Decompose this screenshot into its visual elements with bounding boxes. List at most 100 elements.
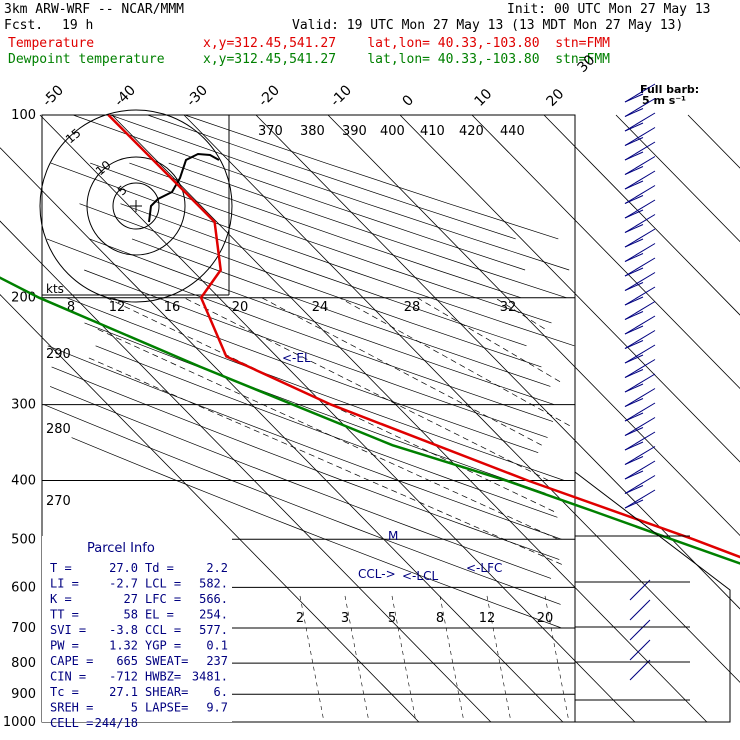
- wind-barb: [624, 127, 656, 146]
- parcel-annotation: CCL->: [358, 567, 396, 581]
- hodograph-ring: [112, 182, 160, 230]
- dry-adiabat-line: [110, 114, 570, 271]
- wind-barb: [624, 431, 656, 451]
- wind-barb: [624, 417, 656, 436]
- dry-adiabat-line: [47, 345, 562, 540]
- wind-barb: [624, 485, 644, 494]
- parcel-annotation: <-EL: [282, 351, 311, 365]
- barb-legend-units: 5 m s⁻¹: [642, 94, 686, 107]
- wind-barb: [624, 151, 644, 161]
- parcel-info-value: 244/18: [95, 716, 138, 730]
- hodograph-axis-label: 12: [109, 300, 126, 315]
- hodograph-ring: [86, 156, 186, 256]
- wind-barb: [624, 301, 656, 320]
- parcel-info-title: Parcel Info: [87, 541, 155, 556]
- hodograph-ring: [39, 109, 233, 303]
- dry-adiabat-line: [147, 114, 516, 240]
- valid-time: Valid: 19 UTC Mon 27 May 13 (13 MDT Mon …: [292, 18, 684, 33]
- parcel-info-label: LI =: [50, 577, 79, 591]
- mixing-ratio-line: [299, 595, 325, 723]
- parcel-annotation: <-LCL: [402, 569, 438, 583]
- wind-barb: [624, 383, 644, 393]
- legend-temperature-info: x,y=312.45,541.27 lat,lon= 40.33,-103.80…: [203, 36, 610, 51]
- barb-legend-title: Full barb:: [640, 83, 699, 96]
- wind-barb: [624, 388, 656, 407]
- temperature-profile-line: [107, 114, 740, 559]
- isotherm-tick-label: -50: [40, 82, 67, 109]
- moist-adiabat-line: [183, 297, 549, 481]
- pressure-tick-label: 200: [11, 291, 36, 306]
- parcel-info-label: SREH =: [50, 701, 93, 715]
- hodograph-axis-label: 24: [312, 300, 329, 315]
- wind-barb: [624, 238, 644, 248]
- dry-adiabat-line: [71, 437, 562, 629]
- parcel-info-value: 5: [131, 701, 138, 715]
- isotherm-tick-label: 0: [400, 92, 418, 110]
- hodograph-axis-label: 28: [404, 300, 421, 315]
- hodograph-axis-title: kts: [46, 282, 64, 296]
- pressure-tick-label: 600: [11, 580, 36, 595]
- isotherm-tick-label: -20: [256, 82, 283, 109]
- parcel-info-label: LFC =: [145, 592, 181, 606]
- model-title: 3km ARW-WRF -- NCAR/MMM: [4, 2, 185, 17]
- wind-barb: [624, 286, 656, 306]
- right-frame: [574, 471, 731, 723]
- legend-dewpoint-info: x,y=312.45,541.27 lat,lon= 40.33,-103.80…: [203, 52, 610, 67]
- dry-adiabat-line: [84, 269, 548, 438]
- isotherm-tick-label: 20: [544, 86, 568, 110]
- wind-barb: [624, 195, 644, 204]
- wind-barb: [624, 340, 644, 349]
- wind-barb: [624, 315, 656, 335]
- parcel-info-label: LCL =: [145, 577, 181, 591]
- parcel-annotation: <-LFC: [466, 561, 502, 575]
- dry-adiabat-line: [72, 114, 526, 271]
- parcel-info-value: 6.: [214, 685, 228, 699]
- parcel-info-value: 58: [124, 608, 138, 622]
- parcel-info-value: 254.: [199, 608, 228, 622]
- parcel-info-label: PW =: [50, 639, 79, 653]
- isotherm-line: [471, 114, 740, 390]
- wind-barb: [624, 108, 644, 117]
- wind-barb: [624, 122, 644, 132]
- mixing-ratio-label: 8: [436, 611, 444, 626]
- moist-adiabat-line: [85, 356, 562, 565]
- wind-barb: [624, 325, 644, 335]
- theta-label: 370: [258, 124, 283, 139]
- wind-barb: [624, 170, 656, 190]
- parcel-info-value: 1.32: [109, 639, 138, 653]
- isotherm-tick-label: 30: [575, 52, 599, 76]
- pressure-tick-label: 300: [11, 398, 36, 413]
- wind-barb: [624, 296, 644, 306]
- pressure-tick-label: 800: [11, 656, 36, 671]
- wind-barb: [624, 228, 656, 248]
- parcel-info-value: -3.8: [109, 623, 138, 637]
- parcel-info-label: SHEAR=: [145, 685, 188, 699]
- parcel-info-value: 577.: [199, 623, 228, 637]
- pressure-tick-label: 700: [11, 621, 36, 636]
- dewpoint-profile-line: [0, 276, 740, 565]
- mixing-ratio-label: 3: [341, 611, 349, 626]
- mixing-ratio-label: 20: [537, 611, 554, 626]
- wind-barb: [624, 489, 656, 509]
- wind-barb: [624, 141, 656, 161]
- parcel-info-label: EL =: [145, 608, 174, 622]
- parcel-info-box: [42, 536, 232, 722]
- mixing-ratio-label: 2: [296, 611, 304, 626]
- theta-label: 380: [300, 124, 325, 139]
- mixing-ratio-line: [391, 595, 417, 723]
- theta-label: 390: [342, 124, 367, 139]
- wind-barb: [624, 475, 656, 494]
- isotherm-tick-label: 40: [575, 0, 599, 3]
- wind-barb: [624, 224, 644, 233]
- pressure-tick-label: 900: [11, 687, 36, 702]
- wind-barb: [624, 499, 644, 509]
- wind-barb: [624, 180, 644, 190]
- wind-barb: [624, 470, 644, 480]
- wind-barb: [629, 599, 651, 621]
- isotherm-line: [0, 220, 492, 723]
- isotherm-line: [687, 114, 740, 169]
- dry-adiabat-line: [43, 404, 561, 605]
- hodograph-axis-label: 32: [500, 300, 517, 315]
- wind-barb: [624, 137, 644, 146]
- wind-barb: [624, 209, 644, 219]
